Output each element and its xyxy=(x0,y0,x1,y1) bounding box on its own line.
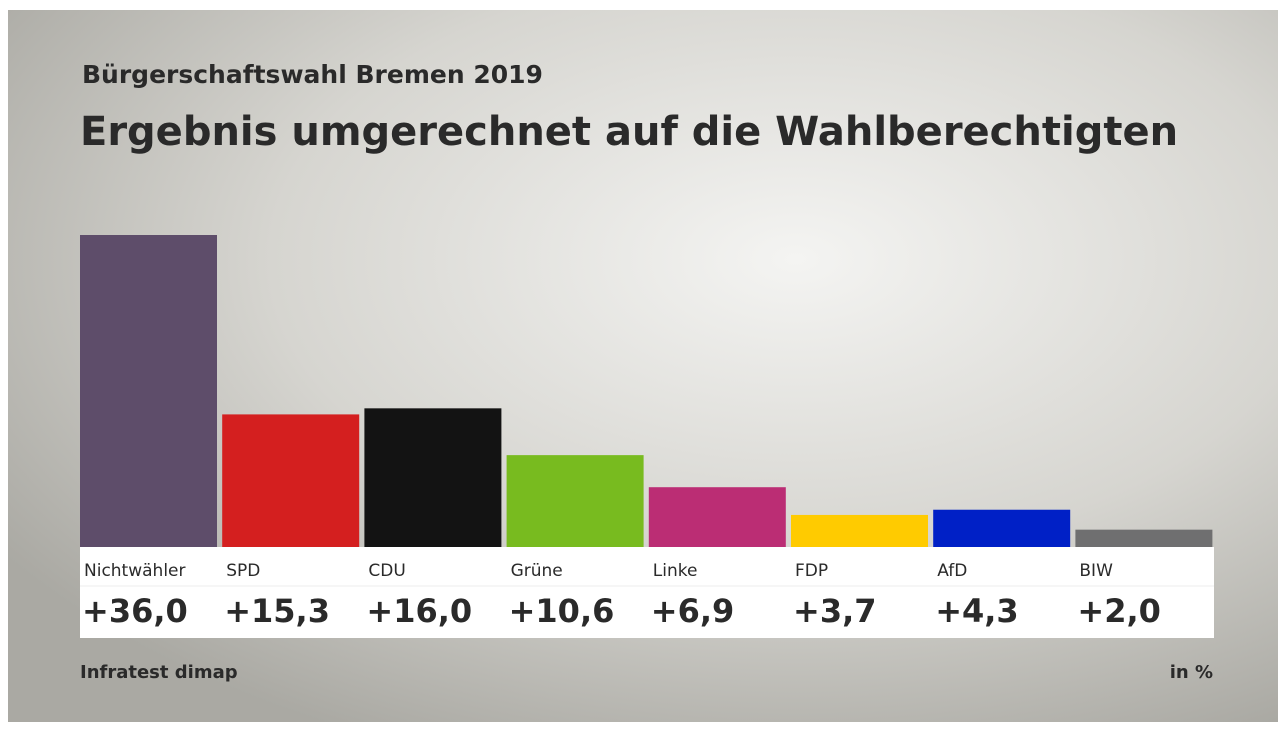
bar xyxy=(791,514,928,547)
bar xyxy=(648,487,786,547)
category-label: AfD xyxy=(937,561,967,581)
value-label: +4,3 xyxy=(935,592,1019,630)
bar xyxy=(1075,529,1213,547)
value-label: +6,9 xyxy=(651,592,735,630)
category-label: CDU xyxy=(368,561,405,581)
value-label: +16,0 xyxy=(366,592,472,630)
bar xyxy=(933,509,1071,547)
value-label: +15,3 xyxy=(224,592,330,630)
value-label: +3,7 xyxy=(793,592,877,630)
bar xyxy=(80,235,217,547)
value-label: +2,0 xyxy=(1077,592,1161,630)
label-panel xyxy=(80,547,1214,638)
bar xyxy=(222,414,360,547)
category-label: Linke xyxy=(653,561,698,581)
bar xyxy=(364,408,502,547)
category-label: SPD xyxy=(226,561,260,581)
chart-subtitle: Bürgerschaftswahl Bremen 2019 xyxy=(82,60,543,89)
category-label: FDP xyxy=(795,561,828,581)
unit: in % xyxy=(1170,662,1213,683)
bar xyxy=(506,455,644,547)
category-label: BIW xyxy=(1079,561,1113,581)
chart-title: Ergebnis umgerechnet auf die Wahlberecht… xyxy=(80,109,1178,155)
value-label: +36,0 xyxy=(82,592,188,630)
source: Infratest dimap xyxy=(80,662,238,683)
category-label: Grüne xyxy=(511,561,563,581)
value-label: +10,6 xyxy=(509,592,615,630)
category-label: Nichtwähler xyxy=(84,561,186,581)
